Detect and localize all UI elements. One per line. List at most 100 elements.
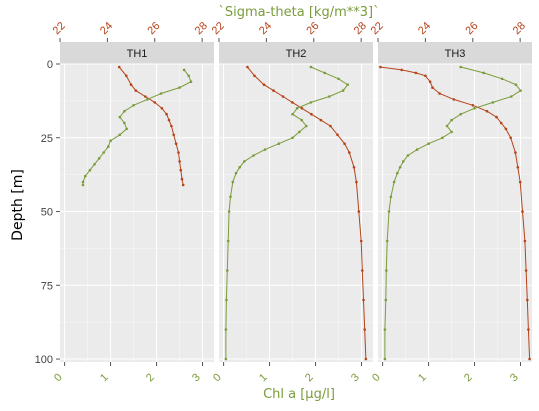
sigma-theta-point (125, 74, 128, 78)
chl-a-point (473, 107, 476, 110)
sigma-theta-point (485, 109, 489, 113)
sigma-theta-point (246, 65, 249, 69)
sigma-theta-point (518, 180, 522, 184)
bottom-tick-label: 1 (416, 371, 429, 384)
panel-background (378, 64, 532, 362)
chl-a-point (231, 180, 235, 184)
sigma-theta-point (361, 269, 364, 272)
chl-a-point (252, 154, 255, 157)
chl-a-point (107, 145, 110, 148)
sigma-theta-point (134, 89, 138, 92)
top-tick-label: 22 (369, 20, 386, 37)
sigma-theta-point (504, 127, 508, 131)
chl-a-point (309, 101, 313, 104)
chl-a-point (182, 68, 186, 72)
sigma-theta-point (357, 210, 361, 213)
top-tick-label: 22 (51, 20, 68, 37)
chl-a-point (224, 328, 228, 331)
sigma-theta-point (167, 118, 171, 122)
panel-background (60, 64, 214, 362)
sigma-theta-point (170, 124, 173, 128)
chl-a-point (187, 74, 190, 78)
chl-a-point (341, 89, 345, 92)
sigma-theta-point (343, 142, 346, 145)
facet-panel: TH3 22 24 26 28 0 1 2 3 (369, 20, 532, 384)
sigma-theta-point (181, 183, 185, 187)
sigma-theta-point (177, 151, 180, 154)
chl-a-point (337, 77, 340, 81)
bottom-tick-label: 2 (303, 371, 316, 384)
sigma-theta-point (160, 107, 164, 110)
chl-a-point (291, 136, 294, 140)
chl-a-point (415, 148, 419, 151)
sigma-theta-point (514, 151, 517, 154)
top-tick-label: 24 (98, 20, 115, 37)
facet-strip-label: TH2 (286, 48, 307, 60)
chl-a-point (482, 71, 486, 75)
sigma-theta-point (471, 104, 475, 107)
top-tick-label: 26 (304, 20, 321, 37)
top-tick-label: 24 (257, 20, 274, 37)
sigma-theta-point (272, 89, 275, 92)
y-tick-label: 0 (47, 59, 53, 71)
chl-a-point (123, 121, 126, 125)
sigma-theta-point (499, 121, 503, 125)
bottom-tick-label: 0 (52, 371, 65, 384)
chl-a-point (305, 124, 308, 128)
sigma-theta-point (528, 357, 531, 361)
y-tick-label: 25 (41, 133, 53, 145)
sigma-theta-point (495, 115, 498, 119)
sigma-theta-point (300, 107, 304, 110)
sigma-theta-point (524, 269, 528, 272)
sigma-theta-point (523, 239, 527, 243)
facet-strip-label: TH3 (445, 48, 466, 60)
chl-a-point (396, 171, 399, 175)
chl-a-point (159, 92, 163, 95)
sigma-theta-point (400, 68, 404, 72)
sigma-theta-point (179, 168, 183, 172)
sigma-theta-point (516, 166, 520, 169)
sigma-theta-point (336, 133, 339, 137)
facet-panel: TH1 22 24 26 28 0 1 2 3 (51, 20, 214, 384)
sigma-theta-point (253, 74, 256, 78)
facet-panel: TH2 22 24 26 28 0 1 2 3 (210, 20, 373, 384)
sigma-theta-point (364, 357, 368, 361)
chl-a-point (385, 239, 389, 243)
chl-a-point (519, 89, 522, 92)
chl-a-point (263, 148, 267, 151)
chl-a-point (229, 195, 232, 199)
chl-a-point (146, 98, 149, 101)
chl-a-point (459, 112, 463, 116)
sigma-theta-point (414, 71, 418, 75)
chl-a-point (298, 130, 301, 134)
chl-a-point (226, 239, 230, 243)
chl-a-point (226, 269, 229, 272)
bottom-tick-label: 1 (98, 371, 111, 384)
chl-a-point (383, 357, 387, 361)
chl-a-point (309, 65, 313, 69)
chl-a-point (387, 210, 391, 213)
sigma-theta-point (355, 180, 358, 184)
chl-a-point (118, 133, 122, 137)
chl-a-point (383, 328, 387, 331)
facet-strip (219, 42, 373, 64)
sigma-theta-point (452, 98, 456, 101)
chl-a-point (81, 180, 85, 184)
chl-a-point (510, 95, 513, 98)
chl-a-point (189, 80, 193, 83)
sigma-theta-point (281, 95, 285, 98)
chl-a-point (491, 101, 495, 104)
y-axis-title: Depth [m] (10, 169, 26, 241)
chl-a-point (97, 157, 101, 160)
chl-a-point (118, 115, 122, 119)
sigma-theta-point (359, 239, 363, 243)
sigma-theta-point (424, 74, 427, 78)
sigma-theta-point (526, 298, 529, 302)
chl-a-point (178, 86, 181, 89)
bottom-tick-label: 3 (508, 371, 521, 384)
bottom-tick-label: 2 (462, 371, 475, 384)
chl-a-point (328, 95, 331, 98)
chl-a-point (102, 151, 105, 154)
sigma-theta-point (363, 328, 367, 331)
chl-a-point (398, 166, 402, 169)
